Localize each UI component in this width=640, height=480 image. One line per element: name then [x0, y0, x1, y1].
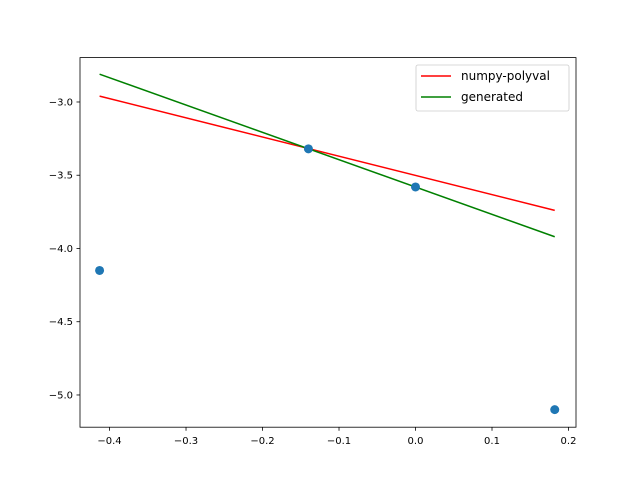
legend: numpy-polyval generated	[415, 64, 570, 112]
data-point	[303, 144, 313, 154]
data-point	[95, 265, 105, 275]
x-tick-label: −0.1	[327, 436, 351, 447]
legend-label: generated	[461, 90, 523, 104]
x-tick-label: −0.3	[174, 436, 198, 447]
y-tick-label: −3.0	[49, 97, 73, 108]
legend-box	[415, 64, 570, 112]
y-tick-label: −5.0	[49, 390, 73, 401]
data-point	[411, 182, 421, 192]
x-tick-label: 0.2	[561, 436, 577, 447]
y-tick-label: −3.5	[49, 171, 73, 182]
series-line-generated	[99, 73, 555, 238]
series-line-numpy-polyval	[99, 95, 555, 212]
x-tick-label: −0.4	[97, 436, 121, 447]
axes-frame	[79, 57, 577, 428]
y-tick-label: −4.0	[49, 244, 73, 255]
legend-label: numpy-polyval	[461, 69, 550, 83]
x-tick-label: 0.0	[408, 436, 424, 447]
x-tick-label: −0.2	[250, 436, 274, 447]
x-tick-label: 0.1	[484, 436, 500, 447]
y-tick-label: −4.5	[49, 317, 73, 328]
data-point	[550, 405, 560, 415]
